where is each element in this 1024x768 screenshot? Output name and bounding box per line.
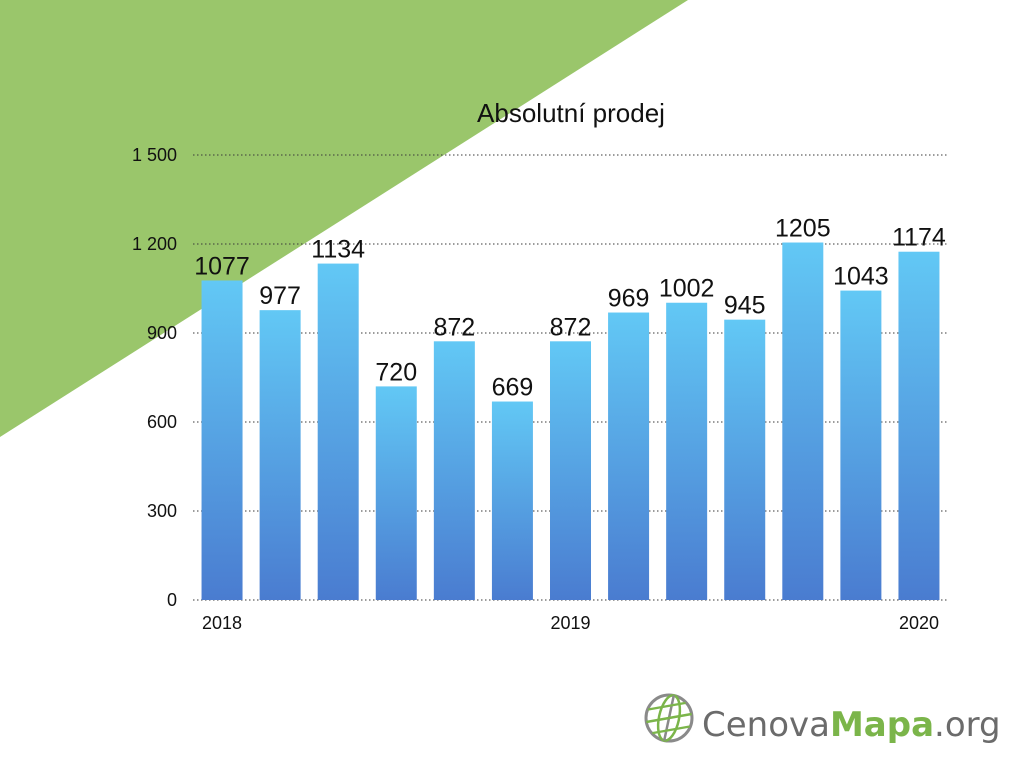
bar [375,386,417,600]
bar [666,302,708,600]
bar-value-label: 669 [492,374,534,402]
logo: CenovaMapa.org [644,693,1001,745]
y-tick-label: 0 [167,590,177,610]
bar-value-label: 945 [724,292,766,320]
globe-icon [644,693,694,743]
bar [724,319,766,600]
bar-value-label: 872 [550,313,592,341]
accent-triangle [0,0,688,437]
x-tick-label: 2019 [550,613,590,633]
logo-text: CenovaMapa.org [702,705,1001,745]
bar-value-label: 1205 [775,215,831,243]
y-tick-label: 1 500 [132,145,177,165]
bar-value-label: 720 [375,358,417,386]
bar-value-label: 1002 [659,275,715,303]
bar [491,401,533,600]
bar [782,242,824,600]
logo-text-mapa: Mapa [830,705,934,745]
bar [898,251,940,601]
bar [201,280,243,600]
x-axis-tick-labels: 2018 2019 2020 [202,613,939,633]
bar [259,310,301,600]
bars [201,242,940,601]
logo-text-cenova: Cenova [702,705,830,745]
logo-text-org: .org [934,705,1001,745]
bar [550,341,591,600]
bar-value-label: 1077 [194,252,250,280]
bar-value-label: 1043 [833,263,889,291]
y-axis-tick-labels: 0 300 600 900 1 200 1 500 [132,145,177,610]
y-tick-label: 600 [147,412,177,432]
bar [317,263,359,600]
chart-title: Absolutní prodej [477,98,665,128]
y-tick-label: 900 [147,323,177,343]
x-tick-label: 2018 [202,613,242,633]
bar-value-label: 1134 [311,236,365,264]
bar [433,341,475,600]
x-tick-label: 2020 [899,613,939,633]
y-tick-label: 300 [147,501,177,521]
bar-value-label: 977 [259,282,301,310]
bar-chart: 0 300 600 900 1 200 1 500 1077 977 1134 720 872 66… [132,145,948,633]
bar-value-labels: 1077 977 1134 720 872 669 872 969 1002 945 1205104… [194,215,946,402]
y-tick-label: 1 200 [132,234,177,254]
bar-value-label: 872 [433,313,475,341]
bar [840,290,882,600]
bar [608,312,650,600]
bar-value-label: 1174 [892,224,946,252]
bar-value-label: 969 [608,285,650,313]
